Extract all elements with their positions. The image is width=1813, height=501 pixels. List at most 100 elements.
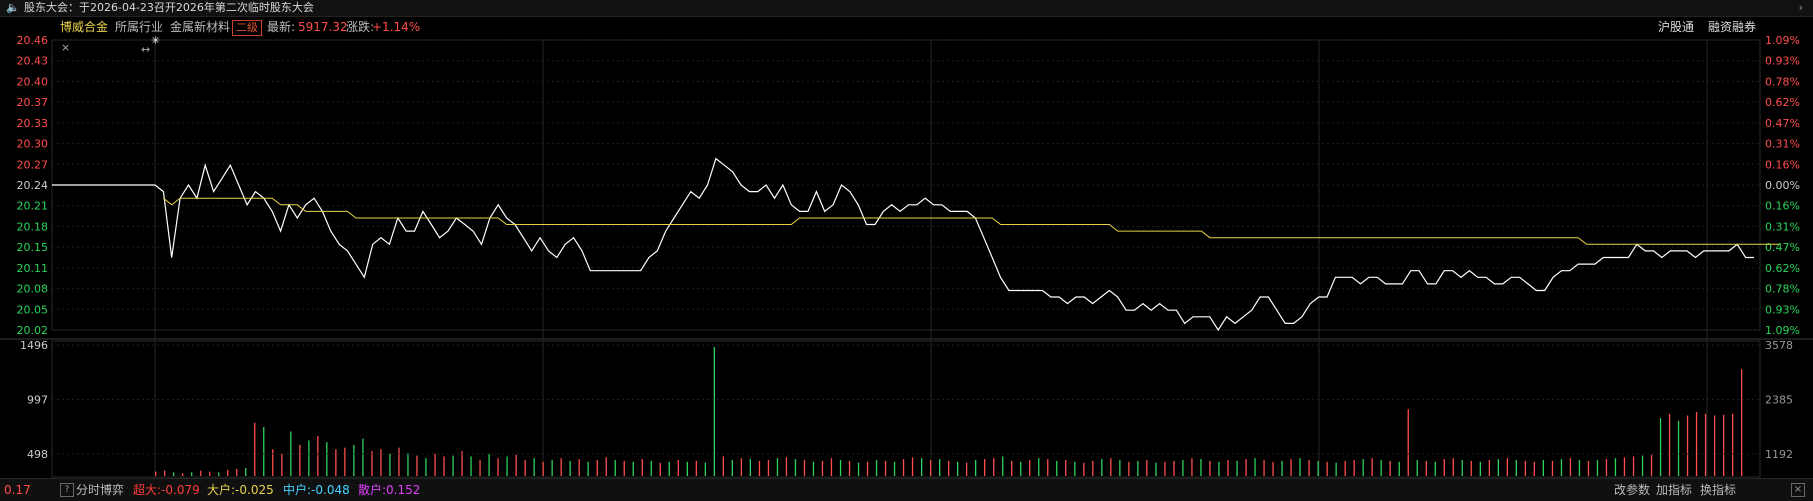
volume-bar: [272, 449, 274, 476]
close-icon[interactable]: ×: [1791, 483, 1805, 497]
volume-bar: [353, 444, 355, 476]
volume-bar: [470, 456, 472, 476]
sector-name[interactable]: 金属新材料: [170, 20, 231, 34]
price-tick-label: 20.24: [17, 179, 49, 192]
volume-bar: [821, 460, 824, 476]
volume-bar: [1551, 460, 1554, 476]
price-tick-label: 20.15: [17, 241, 49, 254]
volume-bar: [659, 462, 661, 476]
last-label: 最新:: [267, 20, 296, 34]
volume-bar: [848, 460, 851, 476]
volume-bar: [1200, 459, 1202, 476]
notice-bar[interactable]: 🔈 股东大会：于2026-04-23召开2026年第二次临时股东大会 ›: [0, 0, 1813, 17]
volume-bar: [966, 462, 968, 476]
volume-bar: [794, 459, 797, 476]
volume-bar: [1002, 456, 1004, 476]
volume-bar: [1704, 413, 1707, 476]
volume-bar: [1605, 459, 1608, 476]
volume-bar: [380, 449, 382, 476]
switch-indicator-button[interactable]: 换指标: [1700, 483, 1737, 497]
change-label: 涨跌:: [346, 20, 375, 34]
volume-bar: [1650, 454, 1653, 476]
volume-bar: [1443, 459, 1445, 476]
volume-bar: [560, 458, 562, 476]
volume-bar: [1236, 460, 1238, 476]
volume-bar: [1714, 415, 1716, 476]
volume-bar: [921, 458, 923, 476]
volume-bar: [1308, 460, 1310, 476]
volume-bar: [506, 456, 508, 476]
volume-bar: [1047, 459, 1049, 476]
chart-area[interactable]: 20.46 1.09% 20.43 0.93% 20.40 0.78% 20.37 0.62%…: [0, 36, 1813, 478]
volume-bar: [1371, 458, 1373, 476]
price-tick-label: 20.02: [17, 324, 49, 337]
volume-bar: [1506, 458, 1508, 476]
volume-bar: [605, 457, 607, 476]
volume-bar: [371, 451, 373, 476]
price-tick-label: 20.05: [17, 303, 49, 316]
volume-bar: [1326, 461, 1328, 476]
volume-bar: [542, 461, 544, 476]
volume-bar: [452, 455, 454, 476]
stock-name[interactable]: 博威合金: [60, 20, 109, 34]
price-tick-label: 20.21: [17, 200, 49, 213]
volume-bar: [1038, 458, 1040, 476]
tab-timeshare-game[interactable]: 分时博弈: [76, 483, 125, 497]
volume-bar: [893, 461, 896, 476]
price-tick-label: 20.46: [17, 36, 49, 47]
add-indicator-button[interactable]: 加指标: [1656, 483, 1693, 497]
volume-bar: [1434, 461, 1436, 476]
volume-bar: [1524, 460, 1526, 476]
volume-bar: [1155, 462, 1157, 476]
volume-bar: [975, 460, 977, 476]
volume-bar: [488, 453, 490, 476]
volume-bar: [623, 460, 625, 476]
volume-bar: [326, 442, 328, 476]
volume-tick-label: 997: [27, 394, 48, 407]
close-chart-icon[interactable]: ×: [61, 41, 71, 54]
volume-bar: [1389, 460, 1391, 476]
volume-bar: [245, 468, 247, 476]
volume-bar: [902, 459, 905, 476]
volume-bar: [1416, 460, 1418, 476]
notice-text[interactable]: 股东大会：于2026-04-23召开2026年第二次临时股东大会: [24, 1, 314, 14]
volume-bar: [803, 460, 806, 476]
volume-bar: [1245, 459, 1247, 476]
expand-icon[interactable]: ↔: [141, 43, 151, 56]
volume-bar: [1723, 414, 1725, 476]
volume-bar: [1407, 409, 1409, 476]
volume-bar: [1641, 455, 1644, 476]
change-params-button[interactable]: 改参数: [1614, 483, 1651, 497]
volume-right-tick-label: 3578: [1765, 339, 1793, 352]
change-value: +1.14%: [372, 20, 421, 34]
volume-bar: [1272, 461, 1274, 476]
volume-bar: [479, 460, 481, 476]
volume-bar: [668, 461, 670, 476]
volume-bar: [614, 460, 616, 476]
percent-tick-label: 1.09%: [1765, 36, 1800, 47]
volume-bar: [1065, 460, 1067, 476]
sector-grade-badge: 二级: [232, 20, 262, 36]
volume-bar: [713, 347, 715, 476]
hk-connect-link[interactable]: 沪股通: [1658, 20, 1695, 34]
volume-bar: [930, 460, 932, 476]
margin-trading-link[interactable]: 融资融券: [1708, 20, 1757, 34]
percent-tick-label: 0.47%: [1765, 117, 1800, 130]
volume-bar: [884, 460, 887, 476]
volume-bar: [524, 460, 526, 476]
volume-bar: [1623, 457, 1626, 476]
chevron-right-icon[interactable]: ›: [1798, 1, 1803, 14]
volume-bar: [425, 458, 427, 476]
volume-bar: [749, 459, 751, 476]
volume-bar: [1173, 460, 1175, 476]
help-icon[interactable]: ?: [60, 483, 74, 497]
indicator-bar: 0.17 ? 分时博弈 超大:-0.079 大户:-0.025 中户:-0.04…: [0, 478, 1813, 501]
price-tick-label: 20.18: [17, 220, 49, 233]
volume-bar: [407, 452, 409, 476]
volume-bar: [1227, 460, 1229, 476]
volume-bar: [1209, 460, 1211, 476]
volume-bar: [1452, 458, 1454, 476]
price-tick-label: 20.11: [17, 262, 49, 275]
volume-bar: [290, 431, 292, 476]
percent-tick-label: 0.93%: [1765, 55, 1800, 68]
